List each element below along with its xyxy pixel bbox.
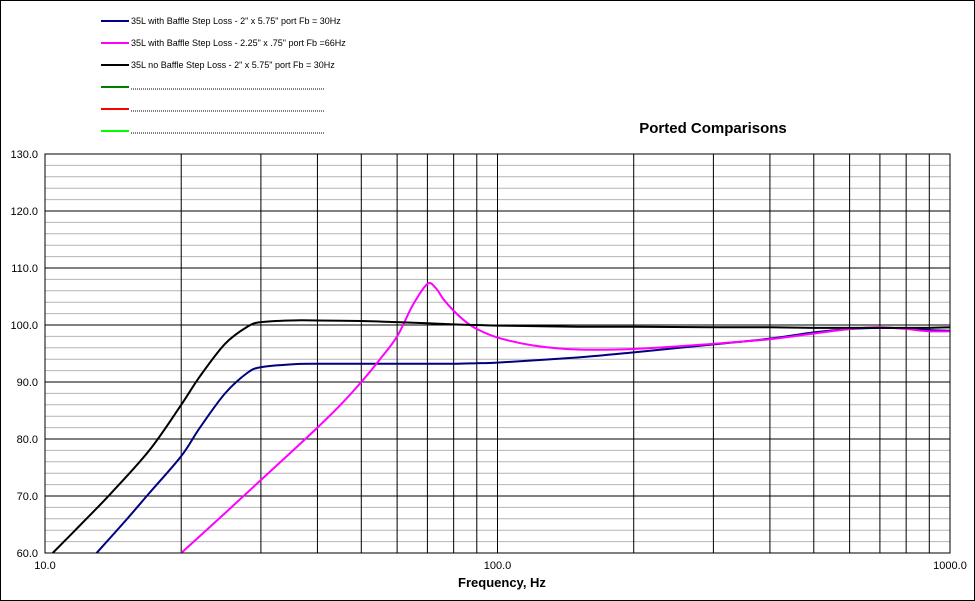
y-tick-label: 80.0 — [17, 434, 38, 446]
y-tick-label: 110.0 — [11, 263, 38, 275]
x-tick-label: 10.0 — [34, 560, 55, 572]
series-line-3 — [51, 319, 950, 553]
legend-label: 35L with Baffle Step Loss - 2" x 5.75" p… — [131, 16, 341, 26]
legend: 35L with Baffle Step Loss - 2" x 5.75" p… — [101, 16, 346, 134]
x-tick-label: 1000.0 — [933, 560, 967, 572]
chart-title: Ported Comparisons — [639, 120, 787, 137]
y-tick-label: 120.0 — [10, 206, 38, 218]
legend-label: 35L with Baffle Step Loss - 2.25" x .75"… — [131, 38, 346, 48]
series-line-2 — [180, 282, 950, 553]
legend-label: 35L no Baffle Step Loss - 2" x 5.75" por… — [131, 60, 335, 70]
x-axis-title: Frequency, Hz — [458, 575, 546, 590]
y-tick-label: 70.0 — [17, 491, 38, 503]
y-tick-label: 130.0 — [10, 149, 38, 161]
y-tick-label: 100.0 — [10, 320, 38, 332]
y-tick-label: 90.0 — [17, 377, 38, 389]
y-tick-label: 60.0 — [17, 548, 38, 560]
plot-border — [44, 153, 951, 554]
plot-area: 60.0 70.0 80.0 90.0 100.0 110.0 120.0 130.0 10.0… — [10, 149, 966, 572]
x-tick-label: 100.0 — [484, 560, 512, 572]
